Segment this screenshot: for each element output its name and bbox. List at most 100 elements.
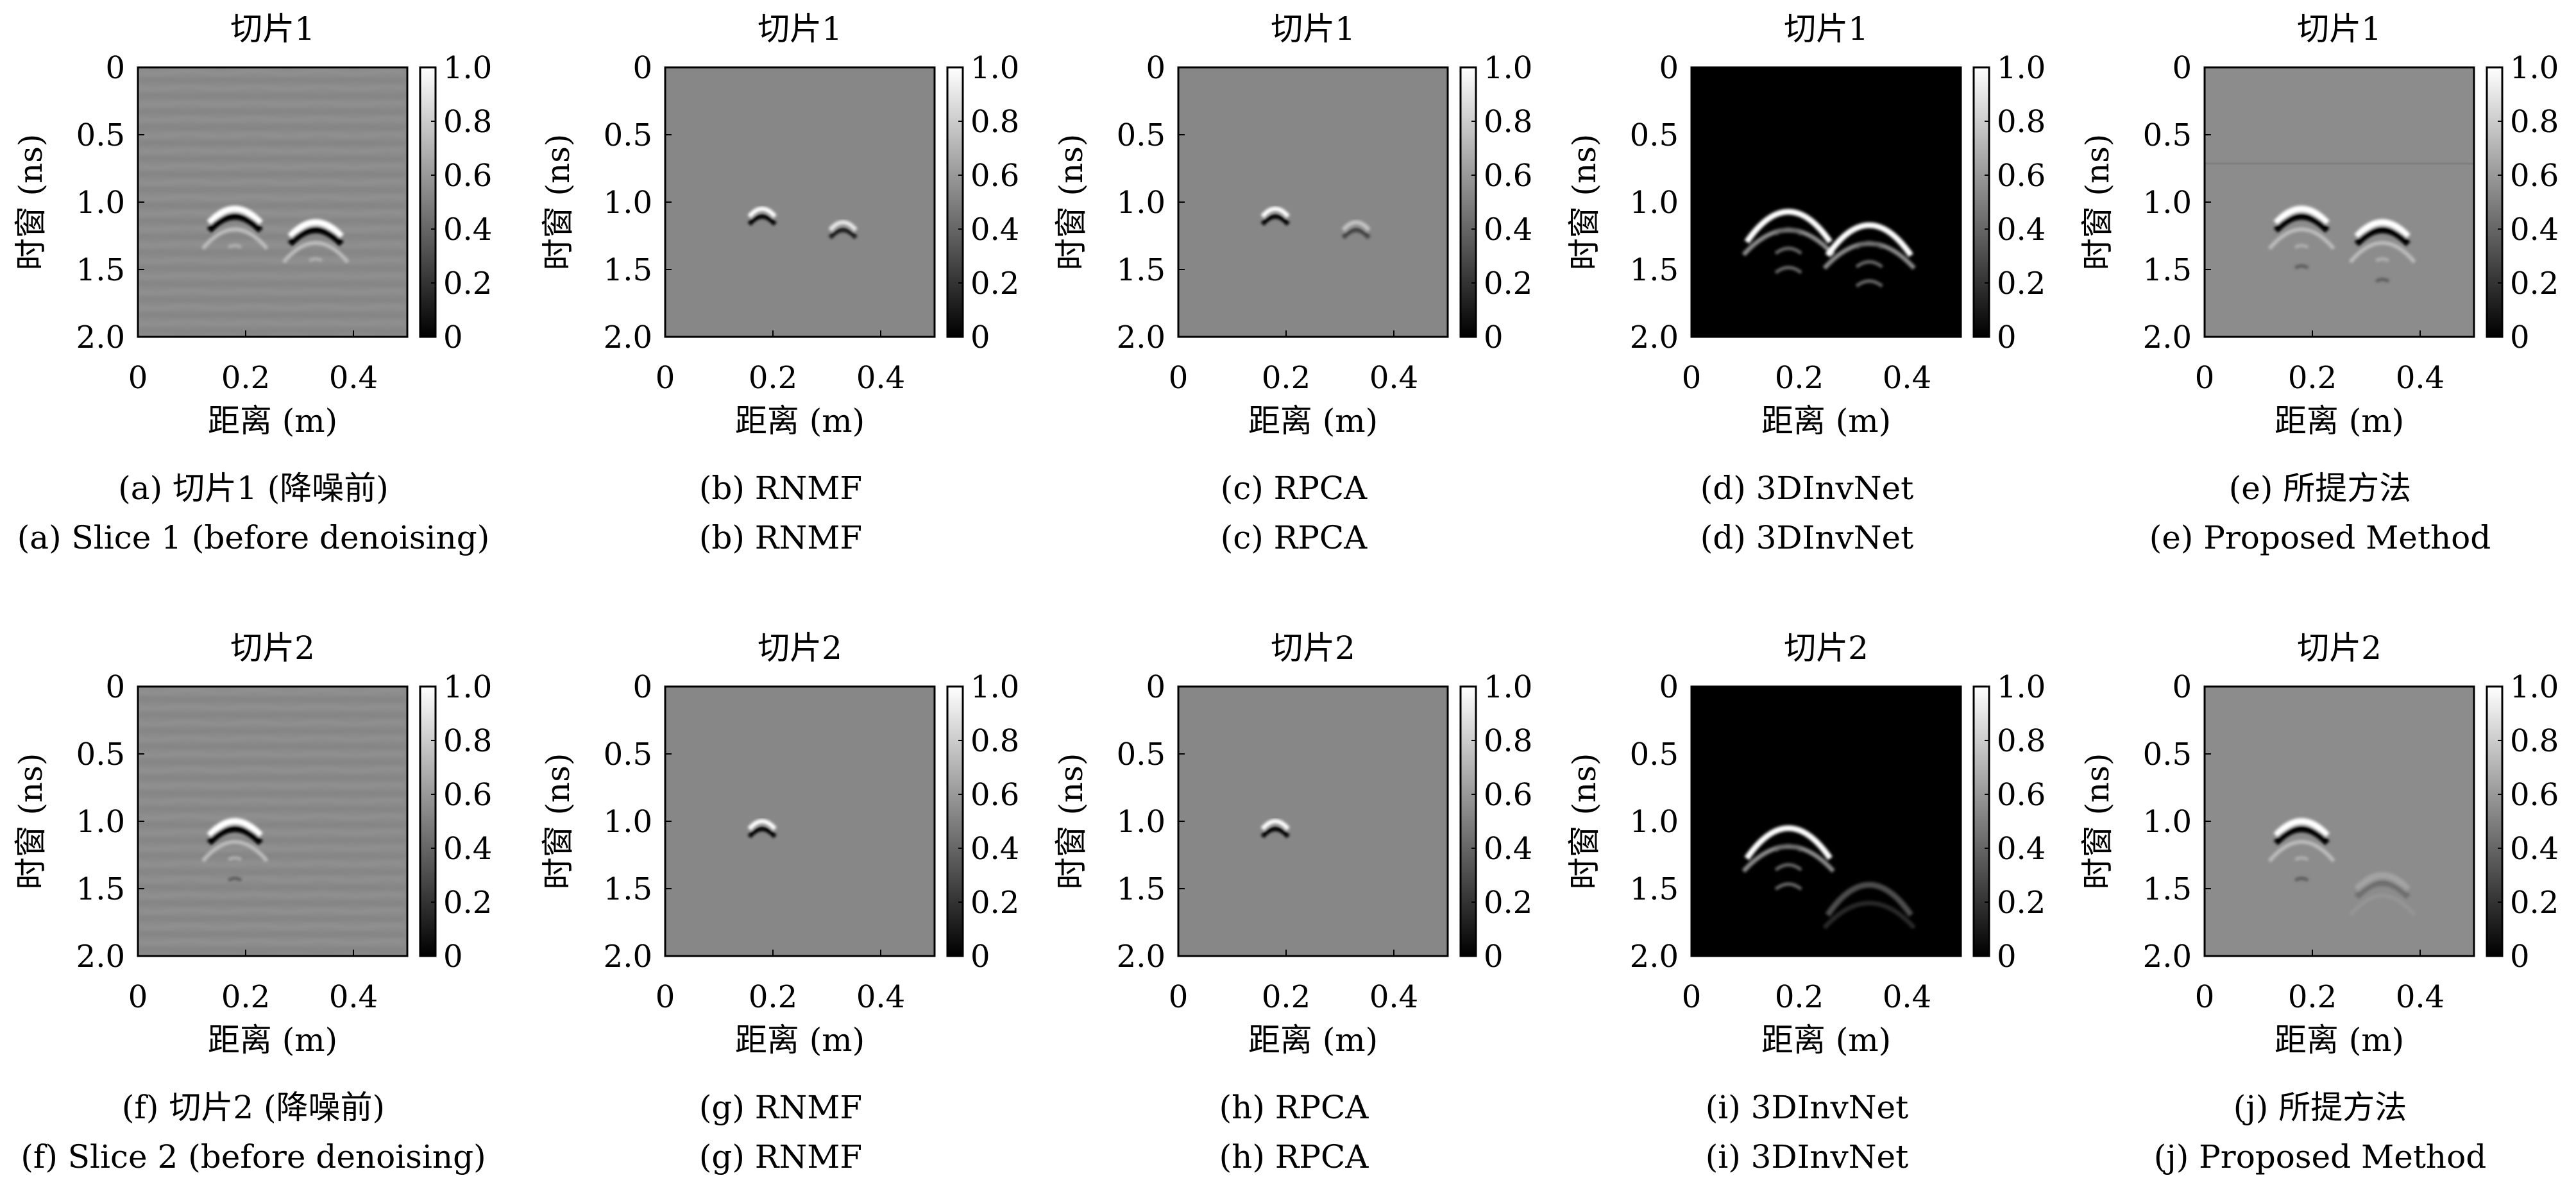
colorbar-tick-label: 0.2 bbox=[1997, 266, 2046, 302]
colorbar-tick-label: 0.2 bbox=[970, 266, 1019, 302]
x-tick-label: 0.4 bbox=[856, 979, 905, 1015]
heatmap-content bbox=[747, 819, 777, 839]
x-tick-label: 0.4 bbox=[1883, 979, 1931, 1015]
panel-g: 0 0.2 0.4 0 0.5 1.0 1.5 2.0 距离 (m) 时窗 (ns) 切片2 0 0.2… bbox=[539, 629, 1019, 1175]
y-axis-label: 时窗 (ns) bbox=[1566, 134, 1603, 271]
colorbar-tick-label: 0.6 bbox=[970, 158, 1019, 194]
heatmap-background bbox=[138, 67, 407, 337]
y-tick-label: 1.5 bbox=[604, 252, 652, 288]
caption-cn: (j) 所提方法 bbox=[2233, 1089, 2407, 1126]
y-tick-label: 0 bbox=[1146, 669, 1165, 705]
colorbar-tick-label: 0 bbox=[2510, 320, 2530, 355]
colorbar-tick-label: 0.6 bbox=[2510, 158, 2559, 194]
heatmap-background bbox=[1691, 67, 1961, 337]
heatmap-background bbox=[665, 67, 935, 337]
x-tick-label: 0.4 bbox=[856, 360, 905, 396]
colorbar bbox=[946, 66, 964, 338]
y-tick-label: 1.0 bbox=[1630, 185, 1679, 221]
x-tick-label: 0.4 bbox=[2396, 360, 2445, 396]
y-tick-label: 1.0 bbox=[1117, 185, 1165, 221]
caption-en: (b) RNMF bbox=[699, 519, 862, 556]
x-tick-label: 0.4 bbox=[2396, 979, 2445, 1015]
panel-title: 切片2 bbox=[1784, 629, 1868, 667]
caption-cn: (i) 3DInvNet bbox=[1706, 1089, 1908, 1126]
hyperbola-mark bbox=[201, 818, 269, 882]
x-tick-label: 0.4 bbox=[329, 360, 378, 396]
colorbar-tick-label: 0.6 bbox=[1997, 158, 2046, 194]
heatmap-content bbox=[1260, 207, 1371, 239]
colorbar bbox=[946, 685, 964, 957]
heatmap-background bbox=[2205, 687, 2474, 956]
y-tick-label: 2.0 bbox=[1630, 939, 1679, 975]
hyperbola-mark bbox=[1822, 222, 1916, 288]
y-axis-label: 时窗 (ns) bbox=[1053, 753, 1090, 890]
colorbar-tick-label: 0.6 bbox=[443, 158, 492, 194]
y-tick-label: 1.0 bbox=[76, 185, 125, 221]
panel-title: 切片1 bbox=[1784, 10, 1868, 47]
colorbar-tick-label: 0.4 bbox=[1484, 831, 1532, 867]
y-tick-label: 1.5 bbox=[2143, 252, 2192, 288]
y-tick-label: 1.0 bbox=[604, 804, 652, 840]
y-tick-label: 2.0 bbox=[76, 939, 125, 975]
x-tick-label: 0 bbox=[128, 360, 148, 396]
y-tick-label: 0.5 bbox=[604, 737, 652, 773]
heatmap-background bbox=[1691, 687, 1961, 956]
y-tick-label: 2.0 bbox=[1117, 320, 1165, 355]
colorbar-tick-label: 0.6 bbox=[1484, 158, 1532, 194]
hyperbola-mark bbox=[201, 205, 269, 250]
y-tick-label: 0 bbox=[2172, 50, 2192, 86]
caption-cn: (a) 切片1 (降噪前) bbox=[118, 470, 388, 507]
caption-en: (j) Proposed Method bbox=[2154, 1138, 2487, 1175]
y-axis-label: 时窗 (ns) bbox=[539, 134, 577, 271]
x-tick-label: 0.2 bbox=[2288, 979, 2337, 1015]
colorbar bbox=[1972, 685, 1990, 957]
panel-a: 0 0.2 0.4 0 0.5 1.0 1.5 2.0 距离 (m) 时窗 (ns) 切片1 0 0.2… bbox=[12, 10, 492, 556]
x-tick-label: 0.4 bbox=[329, 979, 378, 1015]
colorbar bbox=[1459, 66, 1477, 338]
colorbar bbox=[2486, 685, 2504, 957]
colorbar-tick-label: 0.8 bbox=[1997, 104, 2046, 140]
heatmap-background bbox=[1178, 687, 1448, 956]
noise-streaks bbox=[138, 688, 405, 953]
panel-e: 0 0.2 0.4 0 0.5 1.0 1.5 2.0 距离 (m) 时窗 (ns) 切片1 0 0.2… bbox=[2079, 10, 2559, 556]
caption-cn: (f) 切片2 (降噪前) bbox=[122, 1089, 385, 1126]
panel-title: 切片1 bbox=[1271, 10, 1355, 47]
colorbar-tick-label: 0 bbox=[970, 320, 990, 355]
y-tick-label: 1.0 bbox=[1117, 804, 1165, 840]
y-tick-label: 2.0 bbox=[76, 320, 125, 355]
colorbar-tick-label: 0 bbox=[1484, 939, 1504, 975]
y-tick-label: 1.0 bbox=[2143, 185, 2192, 221]
y-tick-label: 0.5 bbox=[604, 117, 652, 153]
y-axis-label: 时窗 (ns) bbox=[539, 753, 577, 890]
x-tick-label: 0.2 bbox=[221, 360, 270, 396]
colorbar-tick-label: 0.8 bbox=[1997, 723, 2046, 759]
heatmap-content bbox=[138, 69, 405, 334]
y-tick-label: 2.0 bbox=[2143, 939, 2192, 975]
colorbar-tick-label: 0.4 bbox=[2510, 831, 2559, 867]
heatmap-background bbox=[665, 687, 935, 956]
y-tick-label: 0.5 bbox=[1117, 737, 1165, 773]
hyperbola-mark bbox=[2348, 872, 2416, 916]
colorbar-tick-label: 0.8 bbox=[1484, 104, 1532, 140]
y-tick-label: 2.0 bbox=[1630, 320, 1679, 355]
heatmap-background bbox=[1178, 67, 1448, 337]
heatmap-background bbox=[2205, 67, 2474, 337]
y-tick-label: 0.5 bbox=[76, 737, 125, 773]
caption-en: (a) Slice 1 (before denoising) bbox=[17, 519, 490, 556]
colorbar-tick-label: 0.4 bbox=[1997, 212, 2046, 248]
y-axis-label: 时窗 (ns) bbox=[1566, 753, 1603, 890]
colorbar-tick-label: 0.2 bbox=[1484, 885, 1532, 921]
hyperbola-mark bbox=[2267, 818, 2335, 882]
colorbar-tick-label: 0.2 bbox=[970, 885, 1019, 921]
colorbar bbox=[1459, 685, 1477, 957]
colorbar-tick-label: 0.4 bbox=[1997, 831, 2046, 867]
x-tick-label: 0 bbox=[656, 360, 675, 396]
panel-title: 切片2 bbox=[758, 629, 842, 667]
hyperbola-mark bbox=[1341, 220, 1371, 239]
colorbar-tick-label: 0.6 bbox=[1484, 777, 1532, 813]
colorbar-tick-label: 0.6 bbox=[1997, 777, 2046, 813]
x-axis-label: 距离 (m) bbox=[1761, 402, 1891, 440]
y-tick-label: 0 bbox=[2172, 669, 2192, 705]
x-tick-label: 0.2 bbox=[1775, 979, 1824, 1015]
